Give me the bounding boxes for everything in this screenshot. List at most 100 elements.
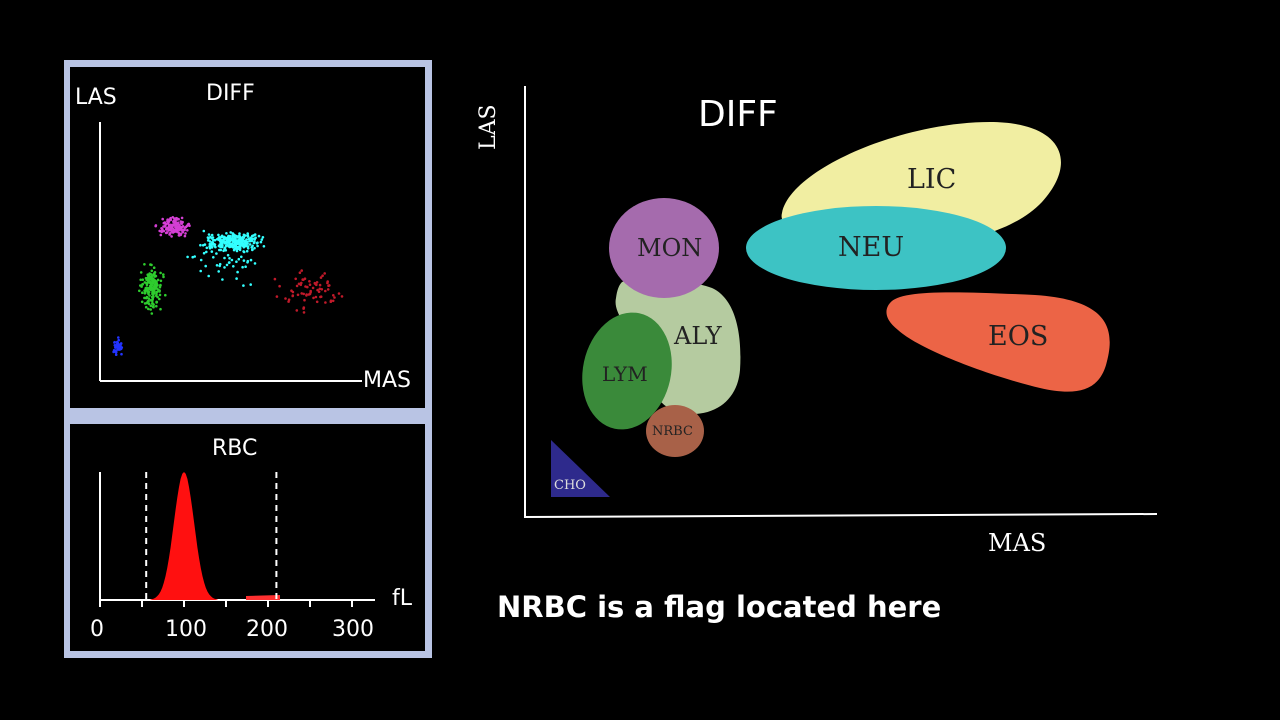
scatter-dot [242,233,246,237]
scatter-dot [235,249,239,253]
scatter-dot [295,309,299,312]
scatter-dot [236,270,239,274]
scatter-dot [257,234,261,238]
scatter-dot [242,259,246,262]
scatter-dot [291,294,294,298]
scatter-dot [209,235,212,239]
scatter-dot [151,279,155,283]
scatter-dot [302,311,306,314]
scatter-dot [215,252,218,255]
mini-diff-scattergram: LAS DIFF MAS [70,67,425,408]
scatter-dot [251,248,254,252]
scatter-dot [159,233,163,237]
scatter-dot [260,238,264,241]
scatter-dot [225,232,228,235]
diagram-y-label: LAS [476,104,501,150]
scatter-dot [317,290,321,293]
scatter-dot [149,304,153,308]
scatter-dot [170,235,173,238]
scatter-dot [144,276,148,280]
scatter-dot [148,284,152,288]
scatter-dot [287,300,290,303]
scatter-dot [226,253,230,257]
scatter-dot [150,269,154,273]
scatter-dot [177,217,180,221]
scatter-dot [141,291,144,294]
mini-diff-plot [99,122,362,382]
scatter-dot [223,266,226,269]
scatter-dot [117,343,121,347]
scatter-dot [251,244,254,248]
rbc-unit: fL [392,586,413,611]
scatter-dot [149,281,152,285]
scatter-dot [220,245,224,249]
scatter-dot [332,294,335,297]
scatter-dot [242,284,245,287]
scatter-dot [303,277,307,280]
scatter-dot [308,283,312,286]
scatter-dot [221,278,224,281]
scatter-dot [324,289,327,293]
scatter-dot [154,224,157,228]
region-lic-label: LIC [907,164,957,195]
scatter-dot [333,296,336,299]
scatter-dot [171,216,175,219]
scatter-dot [115,340,119,344]
scatter-dot [226,243,229,247]
scatter-dot [147,292,150,295]
scatter-dot [320,288,324,291]
scatter-dot [181,225,185,228]
scatter-dot [205,246,209,250]
diagram-x-axis [524,513,1158,518]
scatter-dot [290,289,293,292]
scatter-dot [249,283,252,286]
scatter-dot [186,255,189,259]
scatter-dot [143,263,146,266]
scatter-dot [158,229,161,233]
scatter-dot [228,238,231,241]
scatter-dot [215,264,219,267]
scatter-dot [241,235,245,239]
scatter-dot [158,293,162,297]
scatter-dot [152,292,156,295]
scatter-dot [186,229,189,232]
scatter-dot [165,231,169,234]
scatter-dot [255,242,259,245]
scatter-dot [246,261,249,264]
scatter-dot [245,249,249,253]
scatter-dot [217,236,221,239]
scatter-dot [246,235,250,238]
region-neu-label: NEU [838,232,905,263]
scatter-dot [305,294,308,297]
scatter-dot [176,221,180,224]
scatter-dot [237,257,241,261]
scatter-dot [245,238,248,241]
scatter-dot [323,272,326,275]
scatter-dot [180,229,184,232]
scatter-dot [315,283,318,287]
scatter-dot [183,234,187,238]
scatter-dot [248,243,252,246]
scatter-dot [331,299,335,303]
scatter-dot [223,241,227,245]
scatter-dot [238,248,242,252]
scatter-dot [202,251,206,255]
scatter-dot [222,236,225,239]
scatter-dot [160,230,163,234]
scatter-dot [159,284,162,287]
scatter-dot [321,274,324,277]
rbc-tail [246,595,280,600]
scatter-dot [206,239,210,242]
scatter-dot [238,245,242,248]
scatter-dot [232,240,235,243]
scatter-dot [207,233,211,236]
scatter-dot [143,296,146,300]
scatter-dot [253,246,256,250]
scatter-dot [229,231,232,234]
scatter-dot [152,305,155,308]
scatter-dot [217,233,220,237]
scatter-dot [261,236,265,239]
scatter-dot [150,277,153,281]
scatter-dot [225,263,229,267]
scatter-dot [324,301,327,304]
